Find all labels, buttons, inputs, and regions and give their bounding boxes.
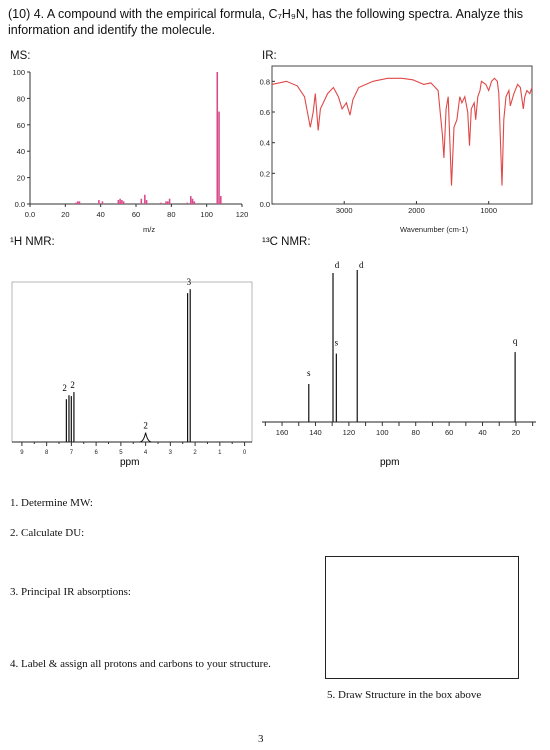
hnmr-integration-label: 3 [187, 277, 192, 287]
ir-y-tick-label: 0.2 [260, 169, 270, 178]
header-line-1: (10) 4. A compound with the empirical fo… [8, 7, 524, 21]
cnmr-x-tick-label: 40 [478, 428, 486, 437]
hnmr-plot-frame [11, 281, 253, 443]
ms-x-tick-label: 0.0 [25, 210, 35, 219]
ir-label: IR: [262, 50, 277, 62]
ms-y-tick-label: 100 [12, 68, 25, 77]
ms-chart: 100 80 60 40 20 0.00.0 20 40 60 80 100 120 m/z [12, 68, 249, 234]
ir-x-tick-label: 2000 [408, 206, 425, 215]
hnmr-x-tick-label: 4 [144, 450, 148, 456]
cnmr-label: ¹³C NMR: [262, 236, 311, 248]
ms-y-tick-label: 20 [17, 174, 25, 183]
hnmr-x-tick-label: 3 [169, 450, 173, 456]
ir-chart: 0.8 0.6 0.4 0.2 0.0 3000 2000 1000 Wavenumber (… [260, 65, 533, 234]
ms-label: MS: [10, 50, 31, 62]
ms-y-tick-label: 60 [17, 121, 25, 130]
cnmr-x-tick-label: 60 [445, 428, 453, 437]
hnmr-x-tick-label: 7 [70, 450, 74, 456]
hnmr-x-tick-label: 5 [119, 450, 123, 456]
ms-y-tick-label: 0.0 [15, 200, 25, 209]
question-header: (10) 4. A compound with the empirical fo… [8, 6, 538, 38]
header-line-2: information and identify the molecule. [8, 23, 216, 37]
ms-x-tick-label: 80 [167, 210, 175, 219]
hnmr-x-tick-label: 0 [243, 450, 247, 456]
cnmr-multiplicity-label: s [335, 338, 339, 348]
cnmr-multiplicity-label: d [359, 260, 364, 270]
ms-y-tick-label: 80 [17, 94, 25, 103]
hnmr-x-tick-label: 1 [218, 450, 222, 456]
ir-y-tick-label: 0.6 [260, 108, 270, 117]
cnmr-x-tick-label: 140 [309, 428, 322, 437]
question-5: 5. Draw Structure in the box above [327, 689, 482, 701]
cnmr-multiplicity-label: s [307, 368, 311, 378]
hnmr-x-tick-label: 6 [94, 450, 98, 456]
ir-spectrum-trace [271, 77, 533, 186]
cnmr-x-tick-label: 100 [376, 428, 389, 437]
ms-xlabel: m/z [143, 225, 155, 234]
cnmr-x-tick-label: 20 [512, 428, 520, 437]
ir-x-tick-label: 1000 [480, 206, 497, 215]
cnmr-multiplicity-label: d [335, 260, 340, 270]
ms-x-tick-label: 100 [200, 210, 213, 219]
page-number: 3 [258, 733, 264, 745]
ms-x-tick-label: 20 [61, 210, 69, 219]
hnmr-spectrum: 9 8 7 6 5 4 3 2 1 02 223 ppm [11, 277, 253, 468]
hnmr-integration-label: 2 [70, 380, 75, 390]
hnmr-integration-label: 2 [62, 383, 67, 393]
question-2: 2. Calculate DU: [10, 527, 85, 539]
question-4: 4. Label & assign all protons and carbon… [10, 658, 271, 670]
hnmr-peak [139, 432, 152, 443]
ms-y-tick-label: 40 [17, 147, 25, 156]
ir-y-tick-label: 0.8 [260, 77, 270, 86]
hnmr-x-tick-label: 9 [20, 450, 24, 456]
cnmr-x-tick-label: 80 [412, 428, 420, 437]
hnmr-integration-label: 2 [143, 421, 148, 431]
ir-frame [271, 65, 533, 205]
cnmr-x-tick-label: 120 [343, 428, 356, 437]
cnmr-x-tick-label: 160 [276, 428, 289, 437]
question-1: 1. Determine MW: [10, 497, 93, 509]
ms-x-tick-label: 40 [96, 210, 104, 219]
cnmr-xlabel: ppm [380, 457, 399, 468]
ir-y-tick-label: 0.4 [260, 139, 270, 148]
hnmr-xlabel: ppm [120, 457, 139, 468]
hnmr-label: ¹H NMR: [10, 236, 55, 248]
cnmr-multiplicity-label: q [513, 336, 518, 346]
question-3: 3. Principal IR absorptions: [10, 586, 131, 598]
ir-x-tick-label: 3000 [336, 206, 353, 215]
hnmr-x-tick-label: 8 [45, 450, 49, 456]
ir-xlabel: Wavenumber (cm-1) [400, 225, 469, 234]
cnmr-spectrum: 160 140 120 100 80 60 40 20 s d s d q ppm [262, 260, 536, 468]
hnmr-x-tick-label: 2 [193, 450, 197, 456]
ir-y-tick-label: 0.0 [260, 200, 270, 209]
structure-answer-box[interactable] [325, 556, 519, 679]
ms-x-tick-label: 120 [236, 210, 249, 219]
ms-x-tick-label: 60 [132, 210, 140, 219]
